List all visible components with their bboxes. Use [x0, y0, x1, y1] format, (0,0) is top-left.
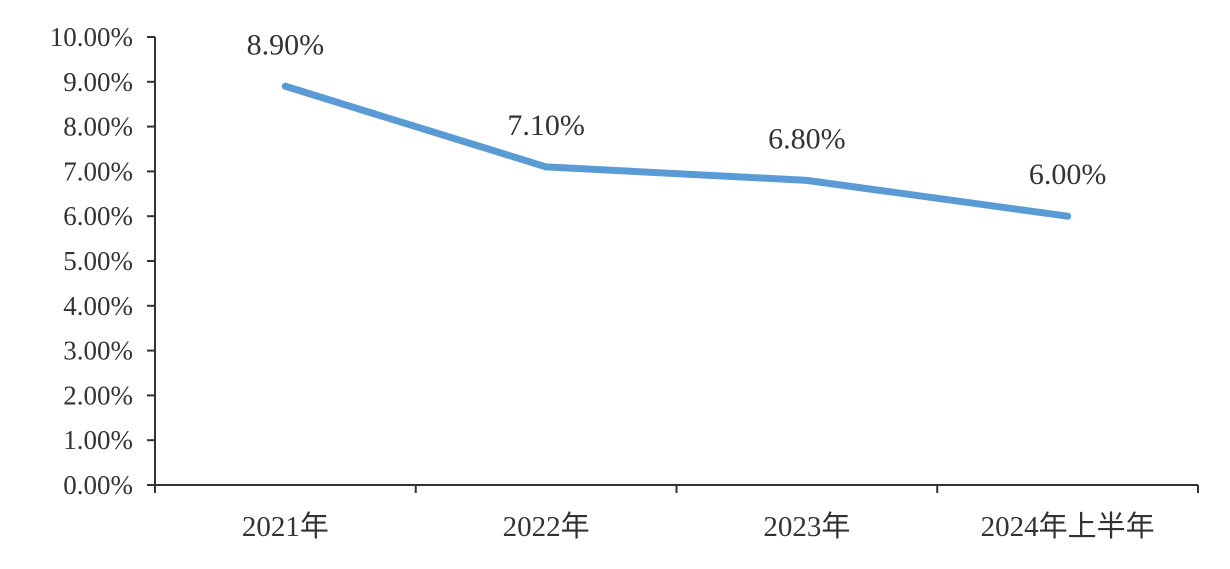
y-tick-label: 9.00%: [63, 67, 133, 97]
x-category-label: 2024年上半年: [981, 510, 1155, 543]
y-tick-label: 2.00%: [63, 380, 133, 410]
x-category-label: 2022年: [503, 510, 590, 543]
y-tick-label: 3.00%: [63, 336, 133, 366]
data-label: 8.90%: [247, 28, 325, 61]
y-tick-label: 0.00%: [63, 470, 133, 500]
data-label: 6.80%: [768, 122, 846, 155]
data-point: [542, 163, 550, 171]
x-category-label: 2023年: [763, 510, 850, 543]
y-tick-label: 5.00%: [63, 246, 133, 276]
y-tick-label: 10.00%: [50, 22, 133, 52]
data-label: 6.00%: [1029, 158, 1107, 191]
data-point: [281, 82, 289, 90]
y-tick-label: 6.00%: [63, 201, 133, 231]
data-point: [1064, 212, 1072, 220]
series-line: [281, 82, 1072, 220]
y-tick-label: 4.00%: [63, 291, 133, 321]
x-category-label: 2021年: [242, 510, 329, 543]
y-tick-label: 7.00%: [63, 156, 133, 186]
y-tick-label: 8.00%: [63, 112, 133, 142]
data-point: [803, 176, 811, 184]
y-tick-label: 1.00%: [63, 425, 133, 455]
data-label: 7.10%: [507, 109, 585, 142]
